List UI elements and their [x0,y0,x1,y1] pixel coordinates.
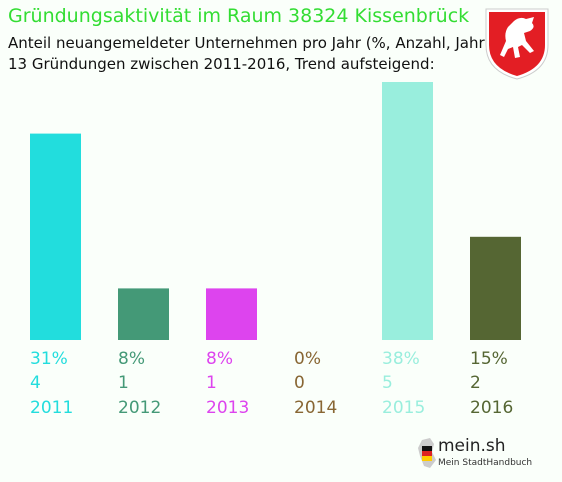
logo-icon [418,438,436,468]
bar-2011 [30,133,81,340]
year-label-2011: 2011 [30,398,73,418]
count-label-2014: 0 [294,373,305,393]
year-label-2016: 2016 [470,398,513,418]
year-label-2015: 2015 [382,398,425,418]
chart-subtitle-1: Anteil neuangemeldeter Unternehmen pro J… [8,34,491,52]
percent-label-2012: 8% [118,349,145,369]
year-label-2013: 2013 [206,398,249,418]
chart-subtitle-2: 13 Gründungen zwischen 2011-2016, Trend … [8,55,435,73]
percent-label-2014: 0% [294,349,321,369]
bar-2015 [382,82,433,340]
percent-label-2016: 15% [470,349,508,369]
coat-of-arms-icon [485,8,549,80]
logo-tagline: Mein StadtHandbuch [438,458,533,468]
bar-2016 [470,236,521,340]
bar-2013 [206,288,257,340]
count-label-2015: 5 [382,373,393,393]
count-label-2011: 4 [30,373,41,393]
count-label-2012: 1 [118,373,129,393]
count-label-2016: 2 [470,373,481,393]
year-label-2012: 2012 [118,398,161,418]
year-label-2014: 2014 [294,398,337,418]
percent-label-2013: 8% [206,349,233,369]
count-label-2013: 1 [206,373,217,393]
bar-2012 [118,288,169,340]
percent-label-2011: 31% [30,349,68,369]
percent-label-2015: 38% [382,349,420,369]
logo-name: mein.sh [438,436,506,456]
chart-title: Gründungsaktivität im Raum 38324 Kissenb… [8,5,470,27]
